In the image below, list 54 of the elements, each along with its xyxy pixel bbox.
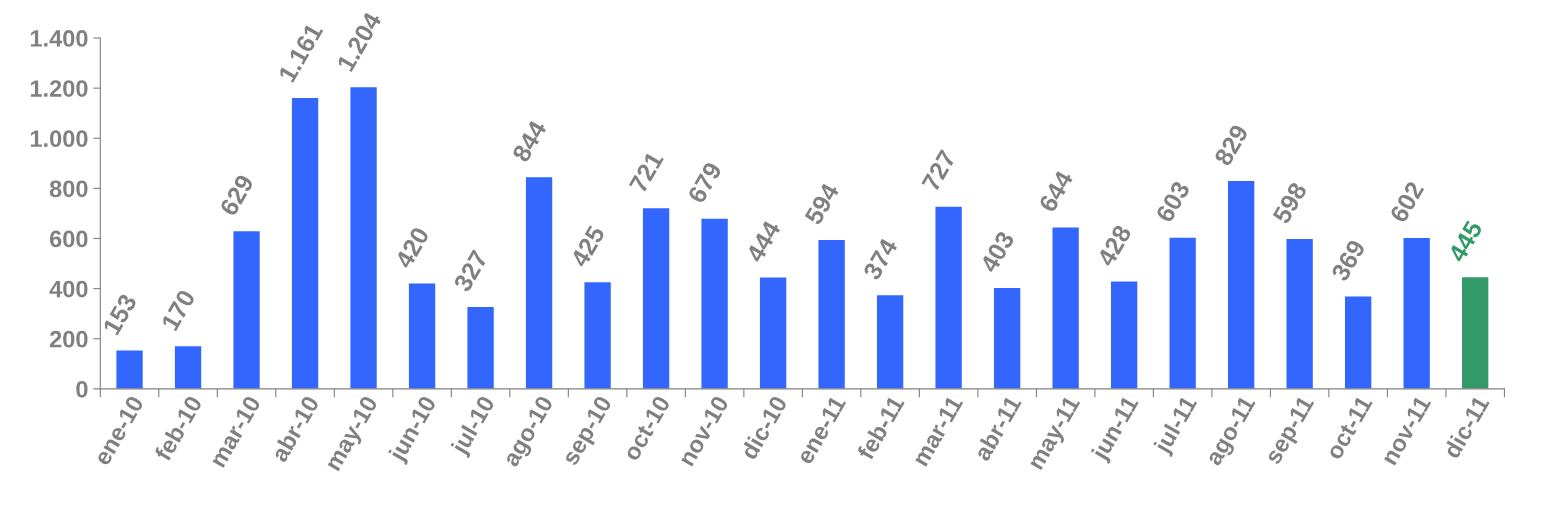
bar	[1110, 281, 1138, 389]
bar	[818, 240, 845, 389]
bar	[525, 177, 553, 389]
bar	[467, 306, 494, 389]
bar	[701, 218, 728, 389]
y-tick-label: 1.000	[30, 130, 88, 148]
bar	[1403, 238, 1430, 389]
bar	[876, 295, 904, 389]
data-label: 420	[394, 225, 430, 270]
bar	[408, 283, 436, 389]
bar	[993, 287, 1021, 389]
bar	[759, 277, 787, 389]
y-tick-label: 0	[76, 380, 88, 398]
data-label: 598	[1272, 181, 1308, 225]
data-label: 594	[804, 181, 840, 226]
data-label: 444	[745, 219, 782, 264]
bar	[935, 206, 962, 389]
bar	[1286, 239, 1313, 389]
data-label: 602	[1389, 180, 1425, 224]
data-label: 153	[102, 292, 138, 336]
data-label: 403	[979, 230, 1015, 274]
data-label: 369	[1330, 238, 1366, 283]
bar	[174, 346, 202, 389]
data-label: 603	[1155, 179, 1191, 224]
bar	[350, 87, 377, 389]
bar	[1169, 237, 1196, 389]
bar	[291, 97, 319, 389]
y-tick-label: 400	[49, 280, 88, 298]
y-tick-label: 1.400	[30, 30, 88, 47]
data-label: 445	[1447, 219, 1484, 264]
data-label: 679	[687, 160, 723, 205]
data-label: 829	[1213, 123, 1249, 167]
data-label: 644	[1038, 169, 1074, 214]
data-label: 327	[452, 249, 489, 293]
data-label: 844	[511, 118, 548, 164]
data-label: 374	[862, 236, 899, 282]
y-tick-label: 200	[49, 330, 88, 348]
y-tick-label: 600	[49, 230, 88, 248]
data-label: 428	[1096, 223, 1132, 268]
bar	[116, 350, 143, 389]
bar	[1462, 277, 1489, 389]
data-label: 425	[569, 224, 606, 269]
data-label: 727	[921, 149, 957, 193]
y-tick-label: 1.200	[30, 80, 88, 97]
bar	[642, 208, 670, 389]
data-label: 629	[219, 173, 255, 217]
data-label: 170	[160, 288, 196, 332]
data-label: 721	[628, 150, 664, 194]
y-tick-label: 800	[49, 180, 88, 198]
bar	[584, 282, 611, 389]
bar	[233, 231, 260, 389]
bar	[1227, 181, 1255, 389]
bar	[1052, 227, 1079, 389]
bar	[1345, 296, 1372, 389]
